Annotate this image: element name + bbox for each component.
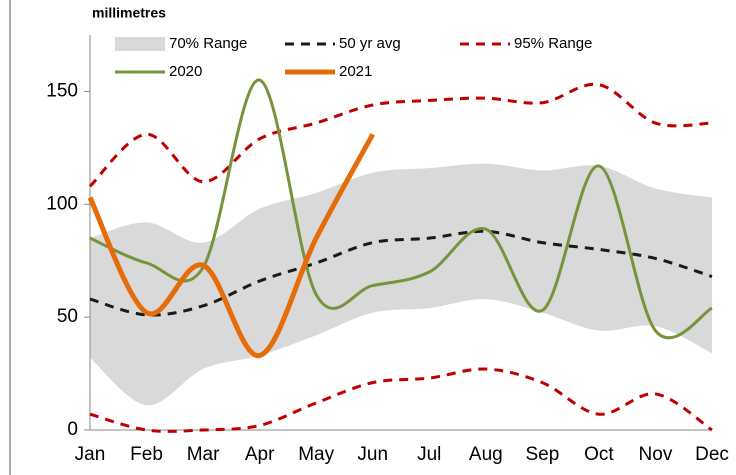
series-line: [89, 229, 713, 317]
x-tick-label: Jan: [75, 444, 106, 465]
x-tick-label: Feb: [130, 444, 163, 465]
legend-label: 95% Range: [514, 35, 592, 52]
y-tick-label: 0: [67, 419, 78, 440]
x-tick-label: Nov: [639, 444, 673, 465]
range-band: [90, 163, 712, 406]
x-tick-label: Mar: [187, 444, 220, 465]
x-tick-label: Jun: [357, 444, 388, 465]
legend-swatch: [115, 37, 165, 51]
y-axis-label: millimetres: [92, 5, 166, 21]
y-tick-label: 50: [57, 306, 78, 327]
x-tick-label: Oct: [584, 444, 614, 465]
legend-label: 50 yr avg: [339, 35, 401, 52]
x-tick-label: May: [298, 444, 334, 465]
legend-label: 2020: [169, 63, 202, 80]
legend-label: 2021: [339, 63, 372, 80]
x-tick-label: Apr: [245, 444, 275, 465]
x-tick-label: Dec: [695, 444, 729, 465]
legend-label: 70% Range: [169, 35, 247, 52]
y-tick-label: 150: [46, 80, 78, 101]
x-tick-label: Jul: [417, 444, 441, 465]
y-tick-label: 100: [46, 193, 78, 214]
x-tick-label: Aug: [469, 444, 503, 465]
series-line: [89, 78, 713, 340]
range-line: [88, 82, 713, 188]
series-line: [87, 133, 375, 358]
x-tick-label: Sep: [525, 444, 559, 465]
range-line: [89, 367, 713, 433]
